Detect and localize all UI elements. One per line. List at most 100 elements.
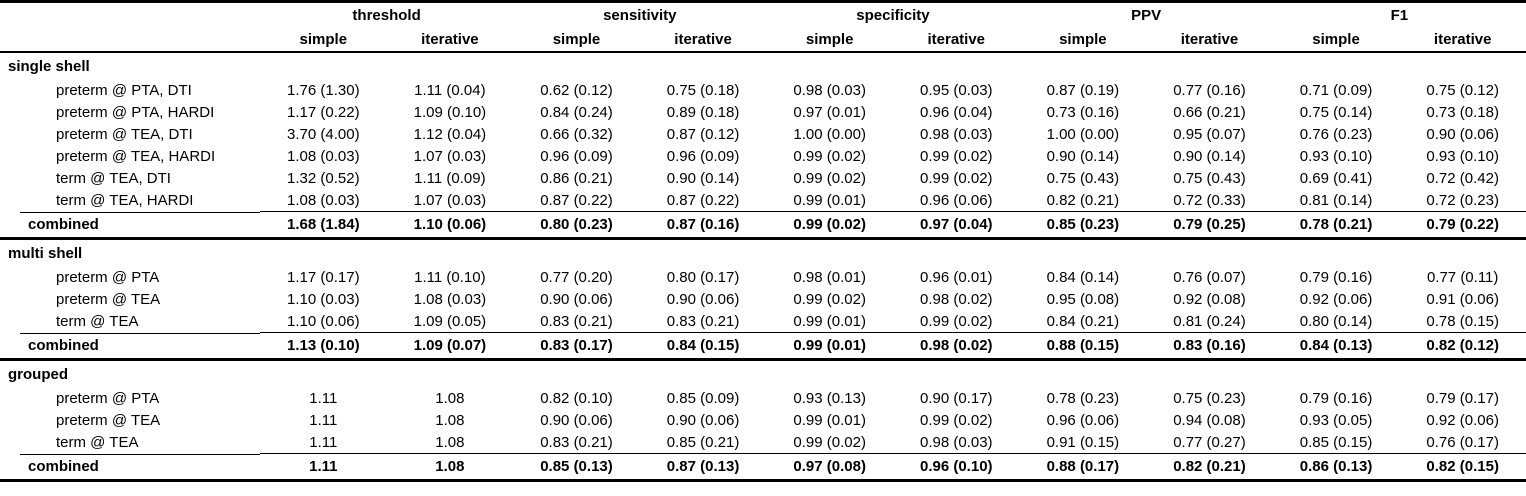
row-label: preterm @ PTA [56, 268, 160, 286]
value-cell: 0.82 (0.12) [1399, 332, 1526, 361]
table-row: term @ TEA 1.11 1.08 0.83 (0.21) 0.85 (0.21)… [0, 431, 1526, 454]
value-cell: 0.85 (0.21) [666, 433, 740, 451]
value-cell: 0.82 (0.10) [540, 389, 613, 407]
value-cell: 0.99 (0.02) [919, 169, 993, 187]
value-cell: 0.90 (0.06) [540, 411, 613, 429]
value-cell: 1.08 [435, 433, 465, 451]
value-cell: 0.88 (0.15) [1019, 332, 1147, 361]
sub-column-label: simple [1272, 27, 1400, 53]
value-cell: 1.11 [309, 433, 338, 451]
value-cell: 0.90 (0.17) [919, 389, 993, 407]
value-cell: 0.84 (0.24) [540, 103, 613, 121]
row-label: combined [0, 332, 260, 361]
value-cell: 0.99 (0.02) [766, 211, 893, 240]
value-cell: 0.85 (0.09) [666, 389, 740, 407]
table-row: term @ TEA 1.10 (0.06) 1.09 (0.05) 0.83 (0.… [0, 310, 1526, 333]
row-label: term @ TEA [56, 312, 139, 330]
row-label: term @ TEA, HARDI [56, 191, 194, 209]
value-cell: 0.72 (0.23) [1426, 191, 1499, 209]
value-cell: 0.62 (0.12) [540, 81, 613, 99]
value-cell: 0.66 (0.21) [1173, 103, 1246, 121]
value-cell: 0.84 (0.13) [1272, 332, 1400, 361]
value-cell: 1.08 (0.03) [287, 147, 360, 165]
value-cell: 1.11 [309, 411, 338, 429]
value-cell: 1.32 (0.52) [287, 169, 360, 187]
value-cell: 0.96 (0.04) [919, 103, 993, 121]
row-label: term @ TEA, DTI [56, 169, 171, 187]
value-cell: 0.83 (0.21) [540, 312, 613, 330]
value-cell: 0.89 (0.18) [666, 103, 740, 121]
value-cell: 0.98 (0.01) [793, 268, 866, 286]
value-cell: 0.94 (0.08) [1173, 411, 1246, 429]
value-cell: 0.87 (0.22) [666, 191, 740, 209]
value-cell: 0.95 (0.08) [1046, 290, 1120, 308]
value-cell: 0.95 (0.07) [1173, 125, 1246, 143]
value-cell: 0.93 (0.10) [1299, 147, 1373, 165]
value-cell: 0.86 (0.21) [540, 169, 613, 187]
value-cell: 0.80 (0.14) [1299, 312, 1373, 330]
value-cell: 0.75 (0.12) [1426, 81, 1499, 99]
value-cell: 0.99 (0.02) [919, 312, 993, 330]
value-cell: 1.68 (1.84) [260, 211, 387, 240]
value-cell: 0.93 (0.05) [1299, 411, 1373, 429]
value-cell: 1.00 (0.00) [793, 125, 866, 143]
value-cell: 0.83 (0.21) [666, 312, 740, 330]
value-cell: 0.66 (0.32) [540, 125, 613, 143]
value-cell: 0.76 (0.07) [1173, 268, 1246, 286]
value-cell: 0.99 (0.02) [793, 169, 866, 187]
column-group-threshold: threshold [352, 6, 421, 24]
value-cell: 3.70 (4.00) [287, 125, 360, 143]
value-cell: 0.92 (0.06) [1299, 290, 1373, 308]
value-cell: 0.84 (0.14) [1046, 268, 1120, 286]
value-cell: 0.78 (0.23) [1046, 389, 1120, 407]
value-cell: 1.11 (0.04) [414, 81, 486, 99]
sub-column-label: simple [260, 27, 387, 53]
row-label: preterm @ PTA, DTI [56, 81, 192, 99]
value-cell: 0.88 (0.17) [1019, 453, 1147, 482]
value-cell: 0.87 (0.22) [540, 191, 613, 209]
value-cell: 1.17 (0.22) [287, 103, 360, 121]
column-group-f1: F1 [1390, 6, 1409, 24]
section-header-row: multi shell [0, 239, 1526, 267]
value-cell: 0.82 (0.21) [1146, 453, 1273, 482]
sub-column-label: iterative [639, 27, 767, 53]
value-cell: 0.73 (0.16) [1046, 103, 1120, 121]
value-cell: 0.72 (0.33) [1173, 191, 1246, 209]
sub-column-label: simple [513, 27, 640, 53]
row-label: preterm @ TEA, HARDI [56, 147, 216, 165]
row-label: preterm @ TEA, DTI [56, 125, 193, 143]
value-cell: 1.08 [435, 389, 465, 407]
value-cell: 0.95 (0.03) [919, 81, 993, 99]
value-cell: 0.98 (0.03) [919, 125, 993, 143]
value-cell: 0.90 (0.06) [666, 290, 740, 308]
value-cell: 1.11 [309, 389, 338, 407]
value-cell: 0.78 (0.15) [1426, 312, 1499, 330]
row-label: combined [0, 453, 260, 482]
value-cell: 0.90 (0.06) [540, 290, 613, 308]
value-cell: 0.98 (0.03) [793, 81, 866, 99]
value-cell: 0.99 (0.02) [793, 147, 866, 165]
value-cell: 0.97 (0.01) [793, 103, 866, 121]
table-row: preterm @ TEA 1.10 (0.03) 1.08 (0.03) 0.90 … [0, 288, 1526, 310]
value-cell: 0.99 (0.02) [793, 290, 866, 308]
value-cell: 1.08 [386, 453, 514, 482]
value-cell: 0.75 (0.23) [1173, 389, 1246, 407]
value-cell: 0.99 (0.02) [919, 411, 993, 429]
table-row: preterm @ TEA 1.11 1.08 0.90 (0.06) 0.90 (0.… [0, 409, 1526, 431]
value-cell: 0.71 (0.09) [1299, 81, 1373, 99]
value-cell: 0.97 (0.08) [766, 453, 893, 482]
value-cell: 0.96 (0.09) [666, 147, 740, 165]
value-cell: 0.87 (0.13) [639, 453, 767, 482]
value-cell: 0.90 (0.06) [1426, 125, 1499, 143]
value-cell: 0.75 (0.18) [666, 81, 740, 99]
value-cell: 1.10 (0.03) [287, 290, 360, 308]
table-row: term @ TEA, HARDI 1.08 (0.03) 1.07 (0.03) 0… [0, 189, 1526, 212]
value-cell: 0.90 (0.14) [666, 169, 740, 187]
value-cell: 0.86 (0.13) [1272, 453, 1400, 482]
value-cell: 0.75 (0.43) [1173, 169, 1246, 187]
sub-column-label: iterative [1399, 27, 1526, 53]
column-group-sensitivity: sensitivity [603, 6, 677, 24]
value-cell: 1.11 (0.09) [414, 169, 486, 187]
value-cell: 1.09 (0.05) [413, 312, 487, 330]
value-cell: 0.84 (0.15) [639, 332, 767, 361]
